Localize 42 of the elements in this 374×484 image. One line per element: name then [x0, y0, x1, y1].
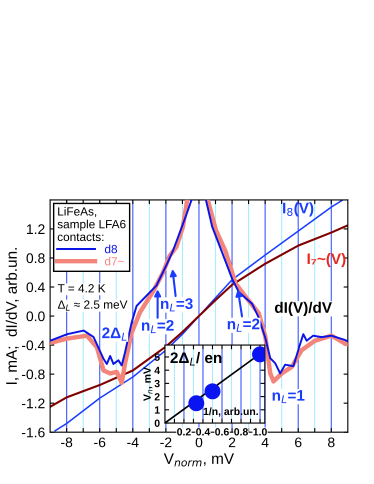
annotation: Δ$_{L}$ ≈ 2.5 meV — [58, 300, 128, 311]
x-tick-label: 0.4 — [196, 428, 210, 436]
y-tick-label: 4 — [154, 366, 160, 374]
y-tick-label: 0 — [154, 420, 160, 427]
x-tick-label: 6 — [295, 437, 302, 448]
annotation: n$_{L}$=2 — [142, 320, 174, 334]
y-tick-label: -0.8 — [22, 369, 45, 380]
y-tick-label: -1.6 — [22, 428, 45, 438]
x-tick-label: 8 — [328, 437, 335, 448]
x-tick-label: -2 — [160, 437, 172, 448]
x-tick-label: -6 — [94, 437, 106, 448]
legend-label: d8 — [104, 244, 118, 254]
y-axis-title: V$_{n}$, mV — [144, 367, 152, 401]
y-tick-label: 1.2 — [27, 224, 45, 234]
annotation: T = 4.2 K — [58, 284, 106, 292]
x-tick-label: -8 — [61, 437, 72, 448]
annotation: n$_{L}$=1 — [272, 390, 304, 404]
x-axis-title: V$_{norm}$, mV — [164, 453, 234, 466]
annotation: n$_{L}$=2 — [228, 318, 260, 332]
y-tick-label: 2 — [154, 393, 160, 400]
annotation: n$_{L}$=3 — [160, 298, 193, 312]
x-tick-label: 4 — [262, 438, 269, 448]
point — [188, 395, 204, 412]
y-tick-label: 1 — [154, 406, 160, 414]
y-tick-label: 0.4 — [26, 282, 45, 292]
annotation: 2Δ$_{L}$ — [102, 327, 127, 341]
annotation: dI(V)/dV — [274, 302, 332, 316]
legend-title: LiFeAs, sample LFA6 contacts: — [58, 206, 126, 242]
y-axis-title: I, mA; dI/dV, arb.un. — [6, 248, 19, 384]
x-tick-label: 0.8 — [234, 428, 248, 436]
y-tick-label: -1.2 — [22, 398, 45, 408]
y-tick-label: 0.0 — [26, 311, 45, 322]
y-tick-label: 0.8 — [26, 253, 45, 264]
y-tick-label: 3 — [154, 380, 160, 388]
legend-label: d7~ — [104, 256, 124, 266]
point — [204, 383, 220, 400]
x-tick-label: -4 — [127, 438, 139, 448]
y-tick-label: -0.4 — [22, 340, 45, 350]
x-tick-label: 0.6 — [215, 428, 229, 436]
x-tick-label: 0.2 — [177, 428, 191, 436]
x-tick-label: 1.0 — [253, 428, 267, 436]
x-tick-label: 2 — [228, 437, 236, 448]
